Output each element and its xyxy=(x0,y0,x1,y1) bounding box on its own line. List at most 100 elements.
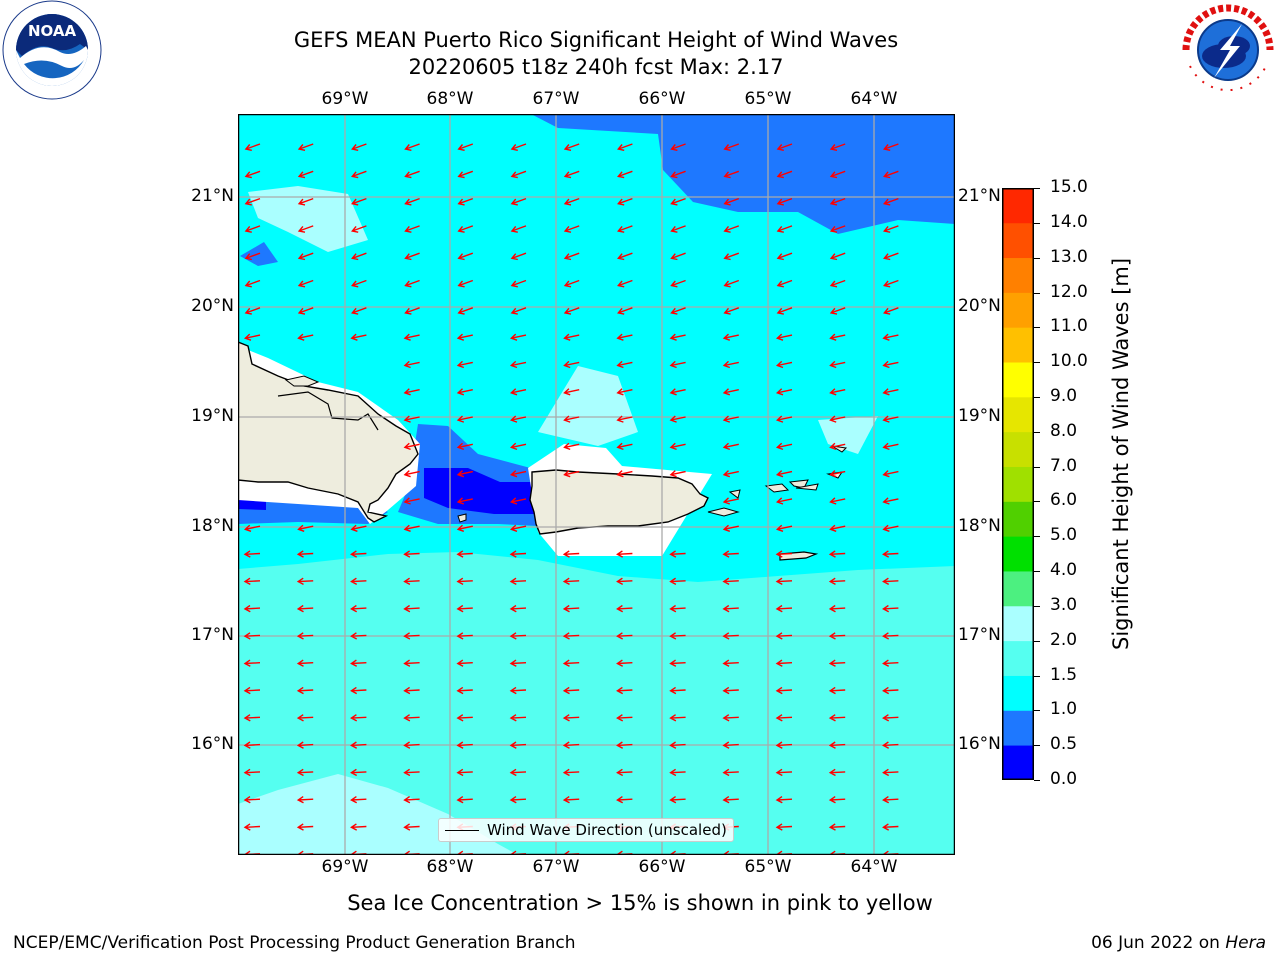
wave-direction-arrow xyxy=(616,442,633,451)
wave-direction-arrow xyxy=(723,307,740,315)
wave-direction-arrow xyxy=(828,796,846,804)
land-hispaniola-coast xyxy=(277,391,379,431)
wave-direction-arrow xyxy=(723,170,740,179)
wave-direction-arrow xyxy=(350,550,367,558)
wave-direction-arrow xyxy=(403,686,420,695)
left-lat-label: 19°N xyxy=(191,406,234,426)
wave-direction-arrow xyxy=(509,550,527,558)
wave-direction-arrow xyxy=(456,470,473,478)
wave-height-map xyxy=(238,114,955,855)
contour-band-2p0 xyxy=(538,366,638,446)
wave-direction-arrow xyxy=(456,333,473,341)
wave-direction-arrow xyxy=(350,632,367,640)
wave-direction-arrow xyxy=(243,741,261,749)
colorbar-swatch xyxy=(1002,536,1034,572)
colorbar-swatches xyxy=(1002,188,1034,781)
wave-direction-arrow xyxy=(775,604,793,613)
wave-direction-arrow xyxy=(669,686,686,695)
wave-direction-arrow xyxy=(617,252,633,261)
wave-direction-arrow xyxy=(828,604,846,613)
colorbar-swatch xyxy=(1002,188,1034,224)
wave-direction-arrow xyxy=(296,686,314,695)
wave-direction-arrow xyxy=(403,768,420,777)
wave-direction-arrow xyxy=(456,659,473,667)
colorbar-tick-mark xyxy=(1034,501,1040,503)
wave-direction-arrow xyxy=(776,279,793,288)
wave-direction-arrow xyxy=(669,415,686,423)
wave-direction-arrow xyxy=(403,796,420,804)
wave-direction-arrow xyxy=(562,577,580,586)
colorbar-tick-mark xyxy=(1034,675,1040,677)
wave-direction-arrow xyxy=(404,225,420,233)
colorbar-swatch xyxy=(1002,257,1034,293)
wave-direction-arrow xyxy=(509,388,527,396)
colorbar-swatch xyxy=(1002,396,1034,433)
bottom-lon-label: 68°W xyxy=(426,857,474,877)
wave-direction-arrow xyxy=(562,686,580,695)
wave-direction-arrow xyxy=(509,659,527,667)
wave-direction-arrow xyxy=(775,686,793,695)
wave-direction-arrow xyxy=(883,170,899,179)
wave-direction-arrow xyxy=(776,197,793,206)
wave-direction-arrow xyxy=(296,577,314,586)
wave-direction-arrow xyxy=(616,741,633,749)
right-lat-label: 19°N xyxy=(958,406,1001,426)
wave-direction-arrow xyxy=(563,252,580,261)
wave-direction-arrow xyxy=(829,225,846,233)
wave-direction-arrow xyxy=(509,604,527,613)
wave-direction-arrow xyxy=(669,442,686,451)
wave-direction-arrow xyxy=(562,604,580,613)
wave-direction-arrow xyxy=(616,360,633,369)
wave-direction-arrow xyxy=(403,632,420,640)
right-lat-label: 20°N xyxy=(958,296,1001,316)
colorbar-swatch xyxy=(1002,327,1034,363)
colorbar-tick-label: 1.0 xyxy=(1050,699,1078,720)
wave-direction-arrow xyxy=(403,470,420,478)
wave-direction-arrow xyxy=(403,415,420,423)
wave-direction-arrow xyxy=(296,768,314,777)
wave-direction-arrow xyxy=(297,197,314,206)
wave-direction-arrow xyxy=(882,741,899,749)
wave-direction-arrow xyxy=(456,524,473,532)
wave-direction-arrow xyxy=(722,415,739,423)
wave-direction-arrow xyxy=(775,415,793,423)
wave-direction-arrow xyxy=(563,307,580,315)
colorbar-tick-mark xyxy=(1034,362,1040,364)
wave-direction-arrow xyxy=(403,333,420,341)
wave-direction-arrow xyxy=(403,604,420,613)
bottom-lon-label: 66°W xyxy=(638,857,686,877)
bottom-lon-label: 67°W xyxy=(532,857,580,877)
wave-direction-arrow xyxy=(669,470,686,478)
wave-direction-arrow xyxy=(828,632,846,640)
wave-direction-arrow xyxy=(670,197,686,206)
wave-direction-arrow xyxy=(616,632,633,640)
wave-direction-arrow xyxy=(617,307,633,315)
land-puerto-rico xyxy=(529,469,709,535)
wave-direction-arrow xyxy=(297,524,314,532)
wave-direction-arrow xyxy=(775,659,793,667)
wave-direction-arrow xyxy=(457,252,474,261)
wave-direction-arrow xyxy=(296,796,314,804)
wave-direction-arrow xyxy=(296,632,314,640)
left-lat-label: 18°N xyxy=(191,516,234,536)
wave-direction-arrow xyxy=(882,659,899,667)
top-lon-label: 64°W xyxy=(850,89,898,109)
colorbar-tick-label: 7.0 xyxy=(1050,455,1078,476)
wave-direction-arrow xyxy=(670,307,686,315)
nws-logo xyxy=(1176,0,1280,100)
wave-direction-arrow xyxy=(351,307,367,315)
wave-direction-arrow xyxy=(882,415,899,423)
wave-direction-arrow xyxy=(722,524,739,532)
wave-direction-arrow xyxy=(883,197,899,206)
wave-direction-arrow xyxy=(828,741,846,749)
wave-direction-arrow xyxy=(296,550,314,558)
wave-direction-arrow xyxy=(456,604,473,613)
wave-direction-arrow xyxy=(509,796,527,804)
sea-ice-caption: Sea Ice Concentration > 15% is shown in … xyxy=(347,891,933,915)
colorbar-tick-mark xyxy=(1034,327,1040,329)
wave-direction-arrow xyxy=(296,714,314,722)
colorbar-tick-mark xyxy=(1034,188,1040,189)
colorbar-tick-label: 4.0 xyxy=(1050,560,1078,581)
wave-direction-arrow xyxy=(563,143,580,151)
wave-direction-arrow xyxy=(563,170,580,179)
